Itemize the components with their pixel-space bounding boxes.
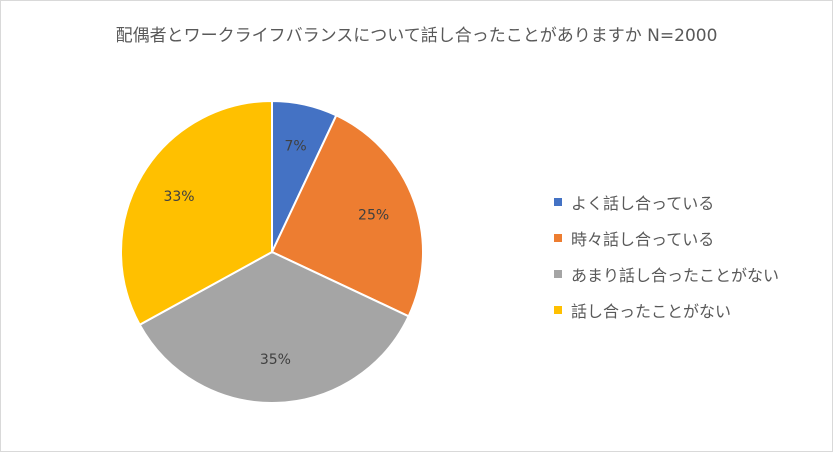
legend-item-3: あまり話し合ったことがない — [554, 256, 779, 292]
legend-label-4: 話し合ったことがない — [571, 302, 732, 321]
legend-item-1: よく話し合っている — [554, 184, 779, 220]
pie-slice-4 — [120, 99, 273, 327]
chart-title: 配偶者とワークライフバランスについて話し合ったことがありますか N=2000 — [115, 26, 718, 46]
pie-slice-2 — [270, 114, 424, 318]
legend-swatch-1 — [554, 198, 562, 206]
data-label-2: 25% — [358, 207, 389, 223]
data-label-1: 7% — [284, 139, 306, 155]
legend: よく話し合っている 時々話し合っているあまり話し合ったことがない 話し合ったことがな… — [554, 184, 779, 328]
legend-swatch-2 — [554, 234, 562, 242]
data-label-4: 33% — [163, 189, 194, 205]
legend-swatch-3 — [554, 270, 562, 278]
pie-slice-3 — [138, 250, 410, 404]
legend-label-1: よく話し合っている — [571, 194, 715, 213]
data-label-3: 35% — [260, 352, 291, 368]
legend-item-2: 時々話し合っている — [554, 220, 779, 256]
legend-label-3: あまり話し合ったことがない — [571, 266, 780, 285]
legend-label-2: 時々話し合っている — [571, 230, 715, 249]
legend-item-4: 話し合ったことがない — [554, 292, 779, 328]
legend-swatch-4 — [554, 306, 562, 314]
